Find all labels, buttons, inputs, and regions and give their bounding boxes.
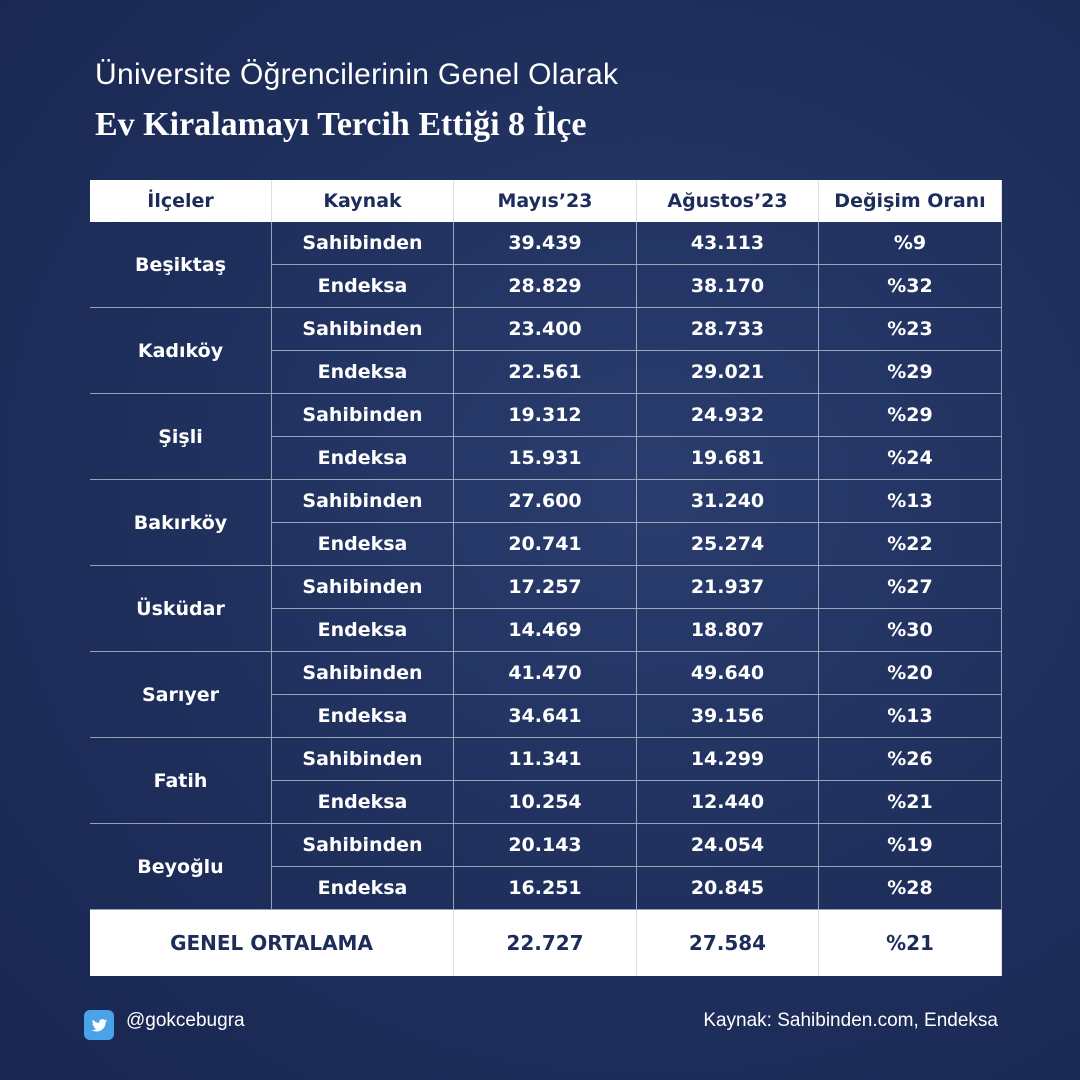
value-cell: 14.299	[637, 738, 819, 781]
value-cell: %19	[819, 824, 1002, 867]
value-cell: 43.113	[637, 222, 819, 265]
value-cell: 38.170	[637, 265, 819, 308]
value-cell: %30	[819, 609, 1002, 652]
value-cell: %13	[819, 695, 1002, 738]
district-cell: Sarıyer	[90, 652, 272, 738]
twitter-icon	[84, 1010, 114, 1040]
handle: @gokcebugra	[126, 1010, 245, 1031]
source-cell: Endeksa	[272, 695, 454, 738]
source-cell: Sahibinden	[272, 480, 454, 523]
title-line2: Ev Kiralamayı Tercih Ettiği 8 İlçe	[95, 106, 587, 143]
source-cell: Endeksa	[272, 867, 454, 910]
value-cell: 12.440	[637, 781, 819, 824]
value-cell: 24.932	[637, 394, 819, 437]
district-cell: Kadıköy	[90, 308, 272, 394]
value-cell: 28.829	[454, 265, 637, 308]
value-cell: 11.341	[454, 738, 637, 781]
value-cell: 20.845	[637, 867, 819, 910]
value-cell: %27	[819, 566, 1002, 609]
value-cell: %23	[819, 308, 1002, 351]
source-cell: Sahibinden	[272, 738, 454, 781]
value-cell: 27.600	[454, 480, 637, 523]
value-cell: 28.733	[637, 308, 819, 351]
value-cell: %13	[819, 480, 1002, 523]
value-cell: 17.257	[454, 566, 637, 609]
header-cell: İlçeler	[90, 180, 272, 222]
value-cell: 20.143	[454, 824, 637, 867]
value-cell: %21	[819, 781, 1002, 824]
value-cell: 10.254	[454, 781, 637, 824]
value-cell: 25.274	[637, 523, 819, 566]
source-cell: Sahibinden	[272, 566, 454, 609]
value-cell: %22	[819, 523, 1002, 566]
value-cell: %20	[819, 652, 1002, 695]
value-cell: 41.470	[454, 652, 637, 695]
source-cell: Endeksa	[272, 265, 454, 308]
value-cell: %29	[819, 394, 1002, 437]
district-cell: Beşiktaş	[90, 222, 272, 308]
source: Kaynak: Sahibinden.com, Endeksa	[703, 1010, 998, 1031]
value-cell: %24	[819, 437, 1002, 480]
value-cell: %28	[819, 867, 1002, 910]
total-value: %21	[819, 910, 1002, 976]
value-cell: 29.021	[637, 351, 819, 394]
source-cell: Endeksa	[272, 523, 454, 566]
value-cell: 24.054	[637, 824, 819, 867]
value-cell: 15.931	[454, 437, 637, 480]
source-cell: Sahibinden	[272, 308, 454, 351]
value-cell: %26	[819, 738, 1002, 781]
total-value: 22.727	[454, 910, 637, 976]
value-cell: 18.807	[637, 609, 819, 652]
total-value: 27.584	[637, 910, 819, 976]
value-cell: 14.469	[454, 609, 637, 652]
value-cell: 19.312	[454, 394, 637, 437]
source-cell: Endeksa	[272, 437, 454, 480]
value-cell: 19.681	[637, 437, 819, 480]
header-cell: Ağustos’23	[637, 180, 819, 222]
value-cell: %29	[819, 351, 1002, 394]
header-cell: Kaynak	[272, 180, 454, 222]
district-cell: Fatih	[90, 738, 272, 824]
district-cell: Bakırköy	[90, 480, 272, 566]
value-cell: 49.640	[637, 652, 819, 695]
source-cell: Sahibinden	[272, 824, 454, 867]
value-cell: 20.741	[454, 523, 637, 566]
source-cell: Sahibinden	[272, 222, 454, 265]
value-cell: 16.251	[454, 867, 637, 910]
value-cell: 34.641	[454, 695, 637, 738]
value-cell: 39.156	[637, 695, 819, 738]
header-cell: Değişim Oranı	[819, 180, 1002, 222]
district-cell: Üsküdar	[90, 566, 272, 652]
district-cell: Şişli	[90, 394, 272, 480]
value-cell: 31.240	[637, 480, 819, 523]
value-cell: %32	[819, 265, 1002, 308]
title-line1: Üniversite Öğrencilerinin Genel Olarak	[95, 58, 619, 91]
total-label: GENEL ORTALAMA	[90, 910, 454, 976]
source-cell: Endeksa	[272, 351, 454, 394]
value-cell: 39.439	[454, 222, 637, 265]
header-cell: Mayıs’23	[454, 180, 637, 222]
source-cell: Sahibinden	[272, 394, 454, 437]
value-cell: %9	[819, 222, 1002, 265]
value-cell: 21.937	[637, 566, 819, 609]
value-cell: 22.561	[454, 351, 637, 394]
district-cell: Beyoğlu	[90, 824, 272, 910]
value-cell: 23.400	[454, 308, 637, 351]
source-cell: Endeksa	[272, 609, 454, 652]
source-cell: Endeksa	[272, 781, 454, 824]
source-cell: Sahibinden	[272, 652, 454, 695]
